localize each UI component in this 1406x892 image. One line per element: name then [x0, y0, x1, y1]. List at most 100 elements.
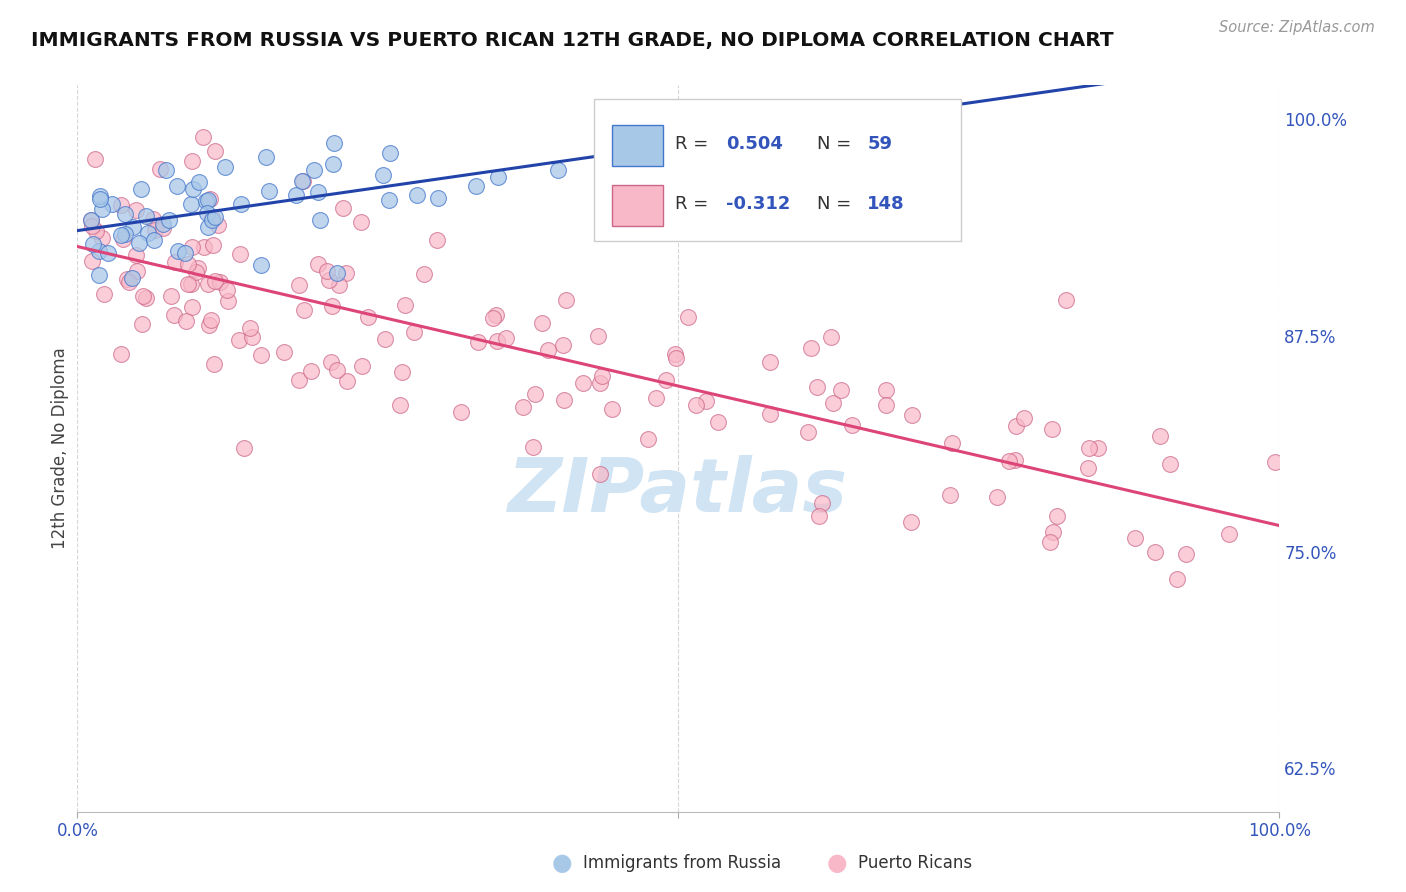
Point [91, 202, 114, 216]
Point [406, 188, 429, 202]
Point [1087, 441, 1109, 455]
Point [80, 219, 103, 233]
Y-axis label: 12th Grade, No Diploma: 12th Grade, No Diploma [51, 347, 69, 549]
Point [600, 402, 623, 417]
Point [307, 257, 329, 271]
Point [177, 257, 200, 271]
FancyBboxPatch shape [612, 126, 662, 166]
Point [135, 209, 157, 223]
Point [524, 387, 547, 401]
Point [759, 407, 782, 421]
Point [1004, 453, 1026, 467]
Point [197, 277, 219, 291]
Point [1077, 461, 1099, 475]
Point [180, 197, 202, 211]
Point [152, 221, 174, 235]
Point [250, 259, 273, 273]
Point [201, 211, 224, 225]
Point [187, 175, 209, 189]
FancyBboxPatch shape [612, 185, 662, 226]
Point [486, 170, 509, 185]
Point [875, 398, 897, 412]
Point [1218, 527, 1240, 541]
Point [288, 373, 311, 387]
Point [204, 357, 226, 371]
Point [1174, 547, 1197, 561]
Point [204, 211, 226, 225]
Point [250, 348, 273, 362]
Point [335, 266, 357, 280]
Point [181, 300, 204, 314]
Point [808, 509, 831, 524]
Point [759, 355, 782, 369]
Point [131, 317, 153, 331]
Point [233, 441, 256, 455]
Point [645, 391, 668, 405]
Point [89, 189, 111, 203]
Text: ●: ● [827, 852, 846, 875]
Point [186, 265, 208, 279]
Point [1078, 441, 1101, 455]
Point [197, 194, 219, 208]
Point [664, 346, 686, 360]
Point [97, 246, 120, 260]
Point [254, 150, 277, 164]
Point [142, 212, 165, 227]
Point [1149, 429, 1171, 443]
Text: 59: 59 [868, 136, 893, 153]
Point [665, 351, 688, 365]
Point [195, 194, 218, 208]
Point [939, 488, 962, 502]
Point [1042, 524, 1064, 539]
Point [101, 196, 124, 211]
Point [589, 467, 612, 481]
Point [204, 145, 226, 159]
Point [187, 260, 209, 275]
Point [240, 329, 263, 343]
Point [149, 162, 172, 177]
Point [1014, 410, 1036, 425]
Point [200, 313, 222, 327]
Point [685, 398, 707, 412]
Point [1159, 457, 1181, 471]
Point [180, 277, 202, 292]
Point [589, 376, 612, 391]
Point [318, 273, 340, 287]
Point [292, 174, 315, 188]
Point [619, 185, 641, 199]
Point [291, 174, 314, 188]
Point [135, 291, 157, 305]
Point [128, 236, 150, 251]
Point [350, 215, 373, 229]
Point [336, 374, 359, 388]
Point [195, 206, 218, 220]
Point [110, 227, 132, 242]
Point [319, 355, 342, 369]
Point [285, 188, 308, 202]
Point [181, 153, 204, 168]
Point [79, 212, 101, 227]
Point [89, 192, 111, 206]
Text: R =: R = [675, 195, 714, 213]
Point [87, 268, 110, 282]
Point [588, 329, 610, 343]
Point [841, 417, 863, 432]
Point [326, 363, 349, 377]
Point [391, 365, 413, 379]
Point [173, 245, 195, 260]
Point [198, 192, 221, 206]
Point [177, 277, 200, 291]
Point [810, 496, 832, 510]
Point [307, 185, 329, 199]
Point [193, 129, 215, 144]
Point [181, 181, 204, 195]
Point [157, 213, 180, 227]
Point [121, 271, 143, 285]
Point [465, 179, 488, 194]
Point [378, 194, 401, 208]
Point [530, 316, 553, 330]
Text: IMMIGRANTS FROM RUSSIA VS PUERTO RICAN 12TH GRADE, NO DIPLOMA CORRELATION CHART: IMMIGRANTS FROM RUSSIA VS PUERTO RICAN 1… [31, 31, 1114, 50]
Point [142, 233, 165, 247]
Point [207, 218, 229, 232]
Point [155, 163, 177, 178]
